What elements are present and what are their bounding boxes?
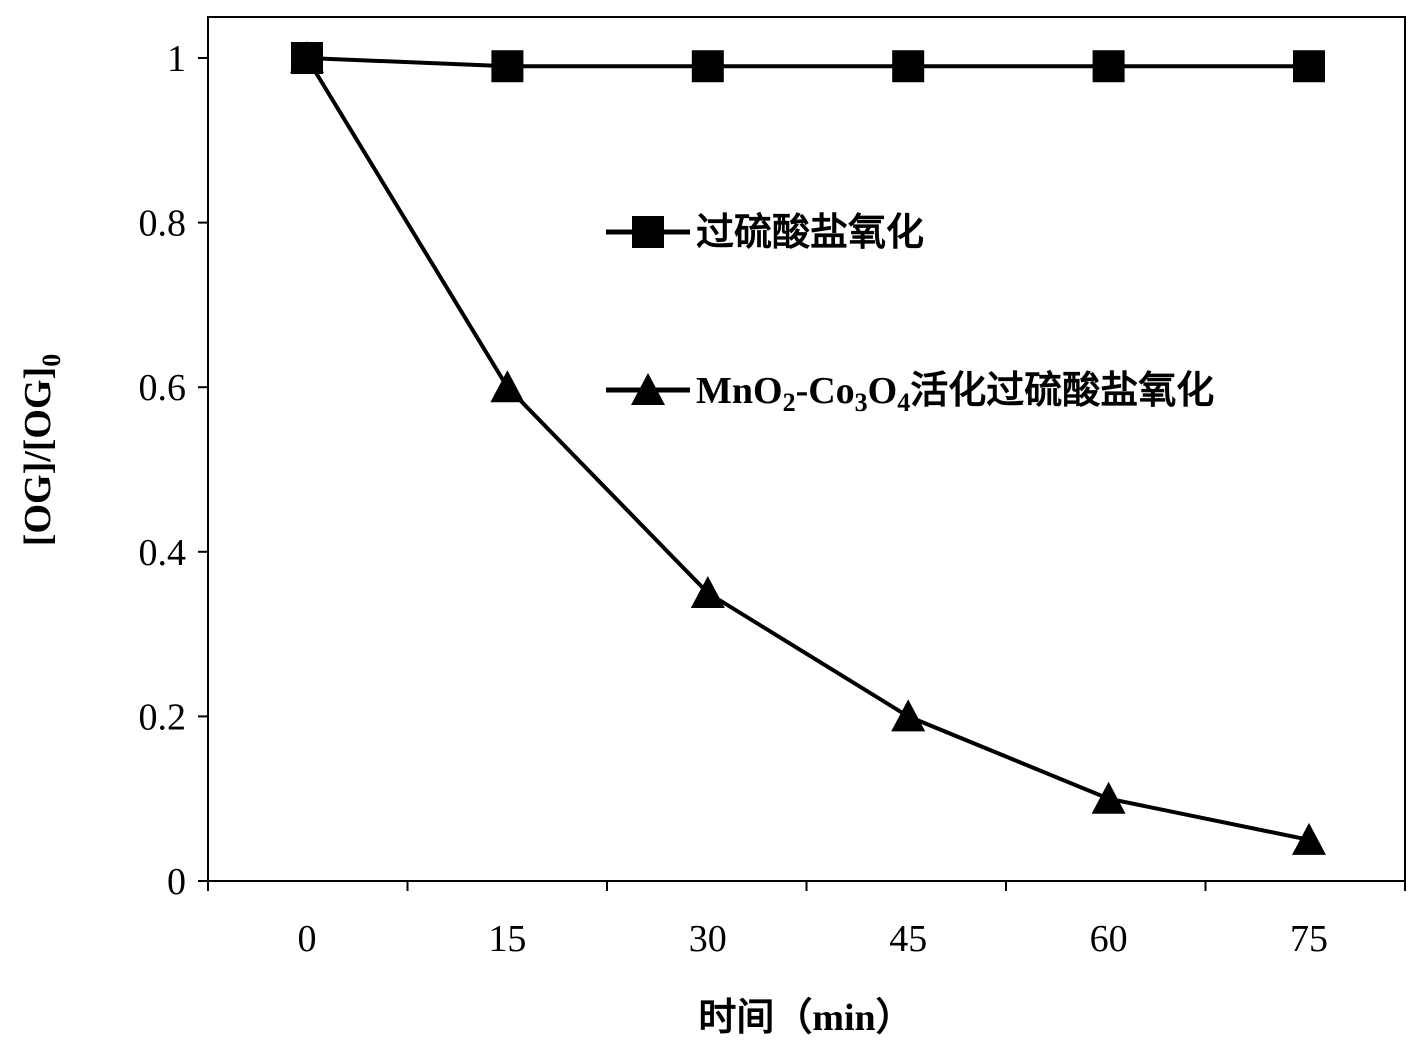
x-tick-label: 75 (1290, 918, 1328, 960)
data-point-triangle (1091, 781, 1126, 814)
data-point-triangle (891, 699, 926, 732)
data-point-triangle (490, 370, 525, 403)
legend-marker-triangle (631, 373, 665, 405)
y-tick-label: 0.6 (139, 367, 187, 409)
x-tick-label: 45 (889, 918, 927, 960)
y-tick-label: 1 (167, 38, 186, 80)
y-tick-label: 0.4 (139, 532, 187, 574)
x-tick-label: 60 (1090, 918, 1128, 960)
series-line (306, 56, 1309, 69)
y-axis-title-group: [OG]/[OG]0 (17, 354, 66, 546)
series-2 (290, 41, 1326, 855)
y-tick-label: 0.2 (139, 696, 187, 738)
x-tick-label: 15 (488, 918, 526, 960)
legend-marker-square (632, 216, 664, 248)
legend-item-1: 过硫酸盐氧化 (606, 212, 924, 254)
data-point-triangle (1292, 822, 1326, 855)
x-axis-ticks: 0 15 30 45 60 75 (207, 881, 1406, 960)
y-tick-label: 0 (167, 861, 186, 903)
data-point-triangle (290, 41, 324, 73)
data-point-triangle (690, 575, 725, 608)
series-1 (291, 42, 1325, 83)
series-line (305, 56, 1310, 842)
data-point-square (1293, 50, 1325, 83)
plot-frame (207, 16, 1406, 882)
data-point-square (491, 50, 524, 83)
legend-label: 过硫酸盐氧化 (696, 212, 924, 254)
y-axis-title: [OG]/[OG]0 (17, 354, 66, 546)
x-axis-title: 时间（min） (698, 997, 913, 1039)
data-point-square (1092, 50, 1125, 83)
legend: 过硫酸盐氧化 MnO2-Co3O4活化过硫酸盐氧化 (606, 212, 1214, 417)
series-layer (290, 41, 1326, 855)
y-axis-title-main: [OG]/[OG] (17, 367, 59, 546)
data-point-square (892, 50, 925, 83)
x-tick-label: 0 (298, 918, 317, 960)
data-point-square (691, 50, 724, 83)
y-axis-title-subscript: 0 (37, 354, 66, 367)
x-tick-label: 30 (689, 918, 727, 960)
y-axis-ticks: 0 0.2 0.4 0.6 0.8 1 (139, 38, 208, 903)
legend-label: MnO2-Co3O4活化过硫酸盐氧化 (696, 370, 1214, 417)
legend-item-2: MnO2-Co3O4活化过硫酸盐氧化 (606, 370, 1214, 417)
y-tick-label: 0.8 (139, 203, 187, 245)
